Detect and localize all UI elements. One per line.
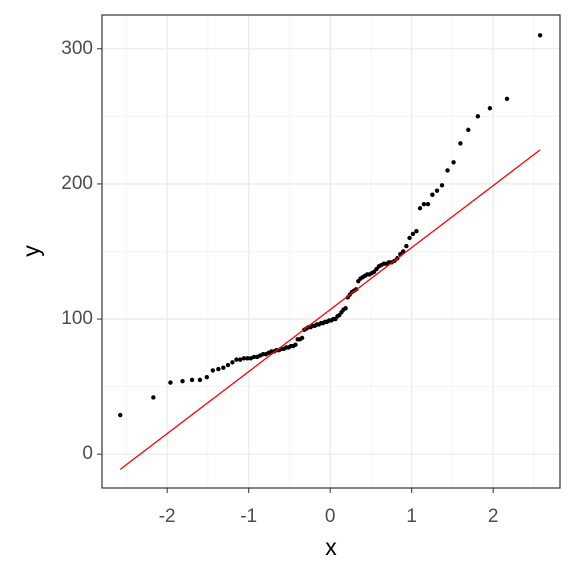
point	[168, 380, 173, 385]
point	[439, 183, 445, 188]
point	[118, 412, 123, 418]
point	[245, 356, 250, 361]
point	[537, 33, 543, 38]
point	[204, 374, 210, 380]
point	[299, 335, 305, 341]
point	[404, 243, 409, 249]
point	[189, 377, 195, 383]
point	[430, 192, 435, 197]
y-tick-label: 0	[82, 443, 93, 464]
x-tick-label: -2	[159, 506, 176, 527]
point	[475, 114, 481, 119]
point	[234, 357, 239, 362]
point	[425, 202, 431, 207]
x-tick-label: 2	[488, 506, 499, 527]
point	[180, 379, 185, 384]
point	[225, 362, 231, 368]
point	[238, 357, 243, 362]
y-tick-label: 300	[61, 38, 93, 59]
point	[343, 306, 348, 311]
point	[151, 395, 156, 400]
point	[197, 377, 203, 383]
point	[410, 231, 416, 237]
point	[221, 365, 226, 370]
point	[251, 354, 257, 360]
y-tick-label: 200	[61, 173, 93, 194]
point	[216, 366, 221, 372]
x-tick-label: 0	[325, 506, 336, 527]
y-axis-title: y	[18, 245, 44, 257]
point	[293, 342, 298, 347]
point	[504, 96, 510, 101]
point	[241, 356, 247, 361]
point	[417, 206, 423, 211]
point	[487, 106, 493, 111]
reference-line	[119, 149, 541, 470]
point	[458, 141, 463, 146]
point	[434, 188, 440, 193]
point	[445, 168, 450, 173]
panel-border	[101, 14, 561, 489]
x-tick-label: 1	[406, 506, 417, 527]
x-axis-title: x	[325, 534, 337, 560]
x-tick-label: -1	[240, 506, 257, 527]
point	[421, 202, 427, 207]
point	[210, 368, 216, 373]
y-tick-label: 100	[61, 308, 93, 329]
point	[407, 235, 412, 241]
point	[230, 360, 235, 365]
point	[466, 127, 471, 133]
point	[414, 229, 419, 234]
point	[451, 160, 456, 165]
